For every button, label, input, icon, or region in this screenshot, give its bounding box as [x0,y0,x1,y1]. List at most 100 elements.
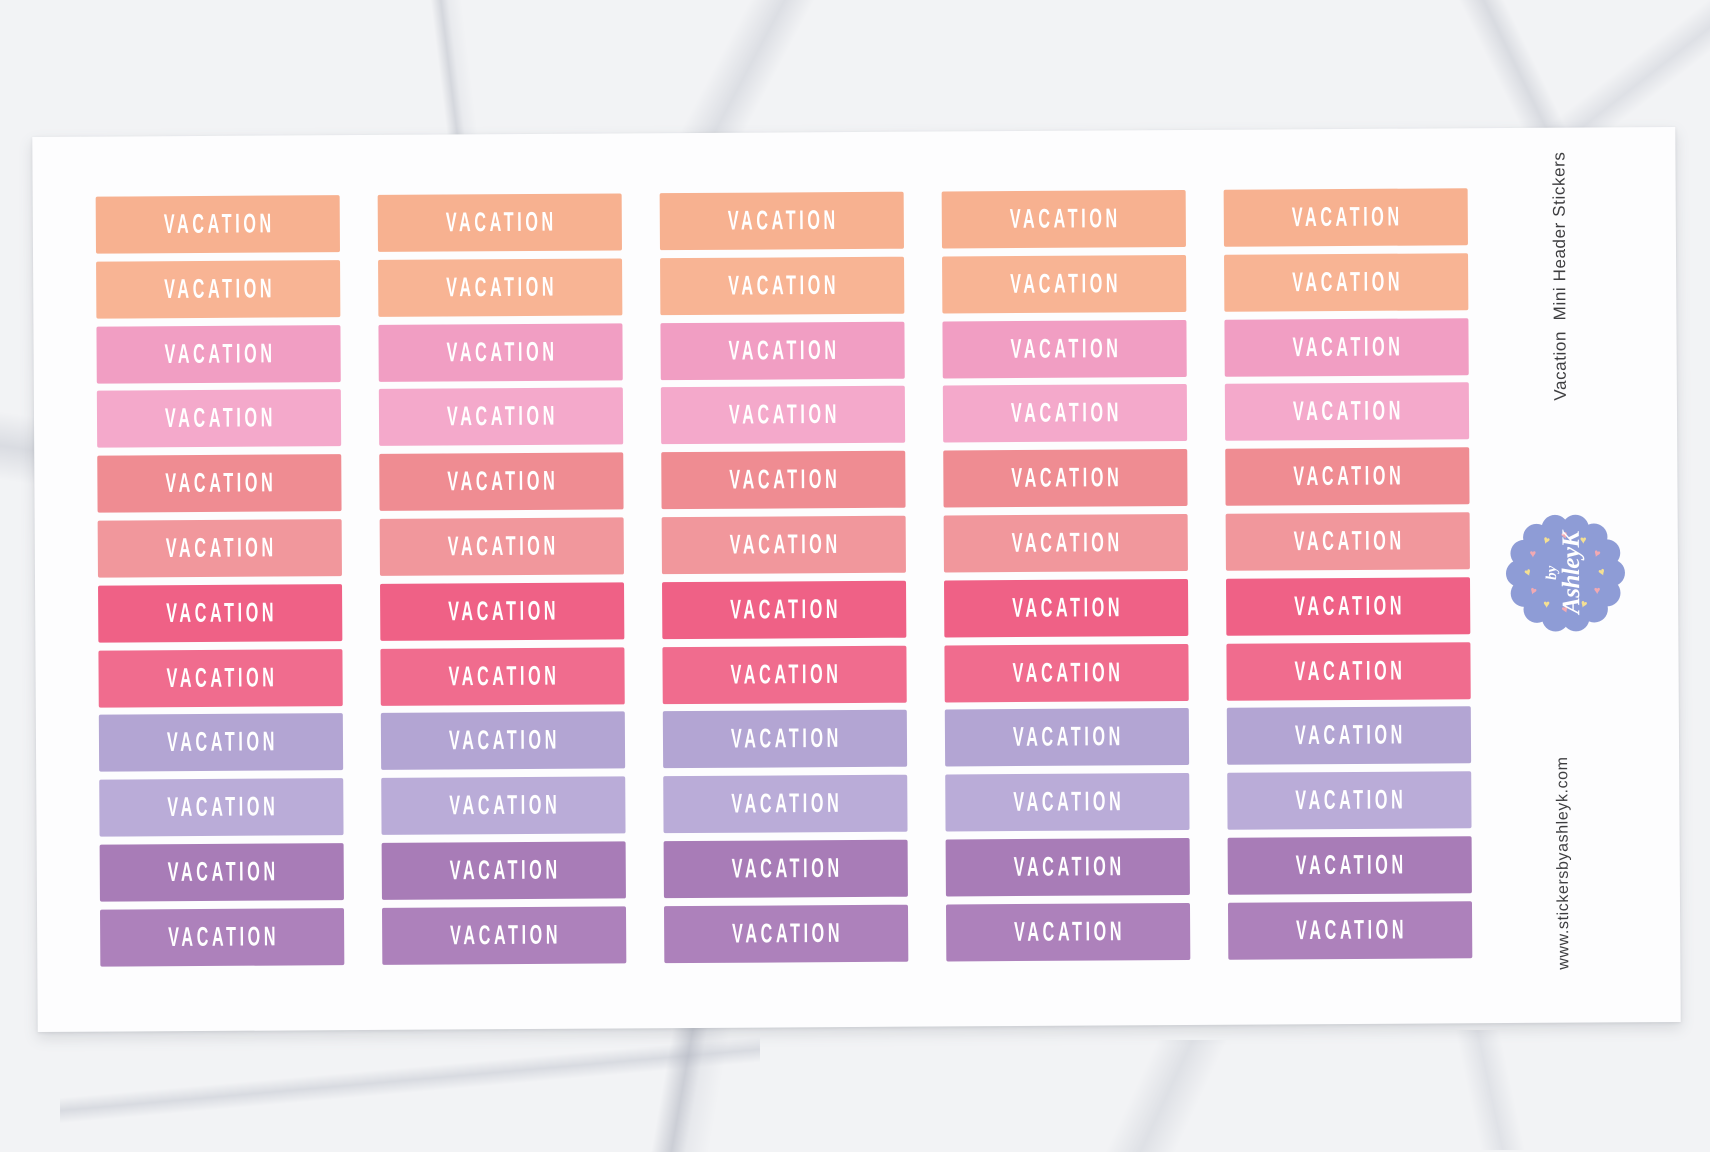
sticker-label: VACATION [729,399,841,430]
sticker-label: VACATION [449,724,561,756]
sticker-label: VACATION [1296,914,1408,945]
sticker-label: VACATION [1295,784,1407,816]
vacation-header-sticker-purple-2: VACATION [1227,901,1473,960]
vacation-header-sticker-lavender-1: VACATION [380,711,626,771]
vacation-header-sticker-peach-2: VACATION [96,259,341,319]
vacation-header-sticker-lavender-1: VACATION [944,708,1190,767]
sticker-label: VACATION [732,917,844,949]
vacation-header-sticker-purple-1: VACATION [945,837,1190,897]
vacation-header-sticker-peach-1: VACATION [377,193,622,252]
vacation-header-sticker-lavender-2: VACATION [381,776,626,836]
sticker-label: VACATION [1293,525,1406,557]
sticker-label: VACATION [447,530,560,562]
sticker-label: VACATION [446,206,558,238]
sticker-label: VACATION [168,921,280,952]
vacation-header-sticker-purple-2: VACATION [663,904,909,963]
sticker-label: VACATION [448,660,560,691]
vacation-header-sticker-hotpink-2: VACATION [98,648,343,708]
sticker-label: VACATION [166,661,278,693]
vacation-header-sticker-coral-1: VACATION [1225,447,1470,506]
vacation-header-sticker-hotpink-2: VACATION [1226,641,1471,701]
vacation-header-sticker-coral-2: VACATION [379,517,624,576]
vacation-header-sticker-purple-1: VACATION [381,841,626,900]
vacation-header-sticker-hotpink-1: VACATION [380,582,625,641]
sticker-label: VACATION [1291,201,1404,233]
sticker-label: VACATION [730,658,842,690]
sticker-label: VACATION [731,723,843,754]
vacation-header-sticker-hotpink-1: VACATION [98,583,343,643]
sticker-label: VACATION [728,334,840,366]
sticker-label: VACATION [728,204,840,236]
sticker-label: VACATION [1010,267,1122,299]
vacation-header-sticker-pink-1: VACATION [660,321,905,380]
vacation-header-sticker-coral-2: VACATION [943,513,1188,573]
sticker-label: VACATION [731,852,844,884]
sticker-label: VACATION [729,528,842,560]
vacation-header-sticker-lavender-2: VACATION [663,774,908,834]
vacation-header-sticker-lavender-2: VACATION [99,778,344,837]
sticker-label: VACATION [731,788,843,819]
sticker-label: VACATION [449,789,561,821]
vacation-header-sticker-hotpink-2: VACATION [662,645,907,704]
sticker-label: VACATION [164,273,276,304]
sticker-label: VACATION [1010,332,1122,364]
vacation-header-sticker-purple-1: VACATION [663,839,908,899]
sticker-label: VACATION [729,464,841,495]
vacation-header-sticker-hotpink-1: VACATION [944,578,1189,638]
sticker-label: VACATION [728,269,840,301]
sticker-label: VACATION [1011,397,1123,429]
sticker-label: VACATION [1012,656,1124,688]
sticker-label: VACATION [1293,460,1405,492]
vacation-header-sticker-peach-1: VACATION [659,191,904,251]
sticker-label: VACATION [164,337,276,369]
vacation-header-sticker-pink-2: VACATION [942,384,1188,443]
sticker-label: VACATION [446,336,558,367]
sticker-label: VACATION [447,465,559,497]
brand-badge: ♥ ♥ ♥ ♥ ♥ ♥ ♥ ♥ ♥ ♥ ♥ ♥ by AshleyK [1503,510,1628,635]
vacation-header-sticker-hotpink-2: VACATION [380,646,625,706]
sticker-label: VACATION [164,208,276,239]
sticker-label: VACATION [1295,849,1408,881]
vacation-header-sticker-coral-2: VACATION [661,515,906,575]
sticker-sheet: VACATION VACATION VACATION VACATION VACATION… [32,126,1681,1033]
vacation-header-sticker-pink-2: VACATION [378,387,624,447]
vacation-header-sticker-coral-1: VACATION [379,452,624,512]
sticker-label: VACATION [1013,851,1126,882]
brand-badge-text: by AshleyK [1503,510,1628,635]
sticker-label: VACATION [1013,786,1125,817]
vacation-header-sticker-lavender-1: VACATION [662,710,908,769]
vacation-header-sticker-peach-2: VACATION [1224,253,1469,312]
sticker-label: VACATION [449,854,562,886]
badge-brand-name: AshleyK [1557,531,1586,615]
vacation-header-sticker-hotpink-1: VACATION [662,580,907,639]
sticker-label: VACATION [447,400,559,432]
vacation-header-sticker-coral-1: VACATION [943,449,1188,508]
sticker-label: VACATION [730,593,842,625]
vacation-header-sticker-pink-2: VACATION [96,389,342,449]
vacation-header-sticker-pink-1: VACATION [378,323,623,382]
vacation-header-sticker-pink-1: VACATION [942,319,1187,379]
sticker-label: VACATION [1294,590,1406,621]
sticker-label: VACATION [167,726,279,758]
vacation-header-sticker-purple-2: VACATION [381,906,627,965]
vacation-header-sticker-coral-1: VACATION [97,454,342,513]
sticker-label: VACATION [1012,591,1124,623]
vacation-header-sticker-purple-1: VACATION [99,843,344,902]
vacation-header-sticker-lavender-2: VACATION [1227,771,1472,830]
vacation-header-sticker-hotpink-1: VACATION [1226,577,1471,636]
sticker-label: VACATION [1295,719,1407,751]
vacation-header-sticker-peach-2: VACATION [660,256,905,315]
sticker-label: VACATION [450,919,562,951]
sticker-label: VACATION [1011,462,1123,493]
vacation-header-sticker-pink-2: VACATION [1224,382,1470,442]
vacation-header-sticker-purple-1: VACATION [1227,836,1472,895]
vacation-header-sticker-coral-1: VACATION [661,450,906,510]
vacation-header-sticker-peach-2: VACATION [378,258,623,317]
vacation-header-sticker-pink-1: VACATION [1224,317,1469,377]
vacation-header-sticker-lavender-1: VACATION [98,713,344,773]
sticker-label: VACATION [1013,721,1125,753]
sticker-label: VACATION [1010,203,1122,234]
sheet-title-vertical: Vacation Mini Header Stickers [1549,151,1570,401]
vacation-header-sticker-hotpink-2: VACATION [944,643,1189,703]
